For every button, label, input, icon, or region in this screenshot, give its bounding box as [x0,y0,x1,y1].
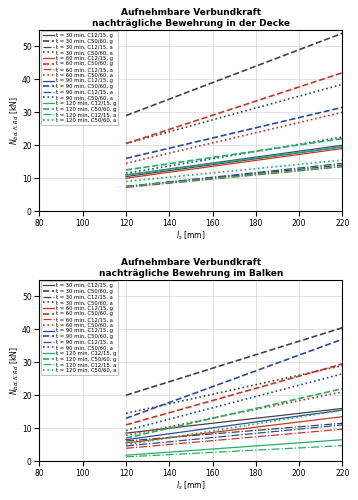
Y-axis label: $N_{bd,fi,Rd}$ [kN]: $N_{bd,fi,Rd}$ [kN] [8,346,21,395]
X-axis label: $l_s$ [mm]: $l_s$ [mm] [176,479,206,492]
Legend: t = 30 min, C12/15, g, t = 30 min, C50/60, g, t = 30 min, C12/15, a, t = 30 min,: t = 30 min, C12/15, g, t = 30 min, C50/6… [41,32,118,124]
Legend: t = 30 min, C12/15, g, t = 30 min, C50/60, g, t = 30 min, C12/15, a, t = 30 min,: t = 30 min, C12/15, g, t = 30 min, C50/6… [41,282,118,374]
Title: Aufnehmbare Verbundkraft
nachträgliche Bewehrung in der Decke: Aufnehmbare Verbundkraft nachträgliche B… [92,8,290,28]
X-axis label: $l_s$ [mm]: $l_s$ [mm] [176,229,206,241]
Title: Aufnehmbare Verbundkraft
nachträgliche Bewehrung im Balken: Aufnehmbare Verbundkraft nachträgliche B… [99,258,283,278]
Y-axis label: $N_{bd,fi,Rd}$ [kN]: $N_{bd,fi,Rd}$ [kN] [8,96,21,145]
